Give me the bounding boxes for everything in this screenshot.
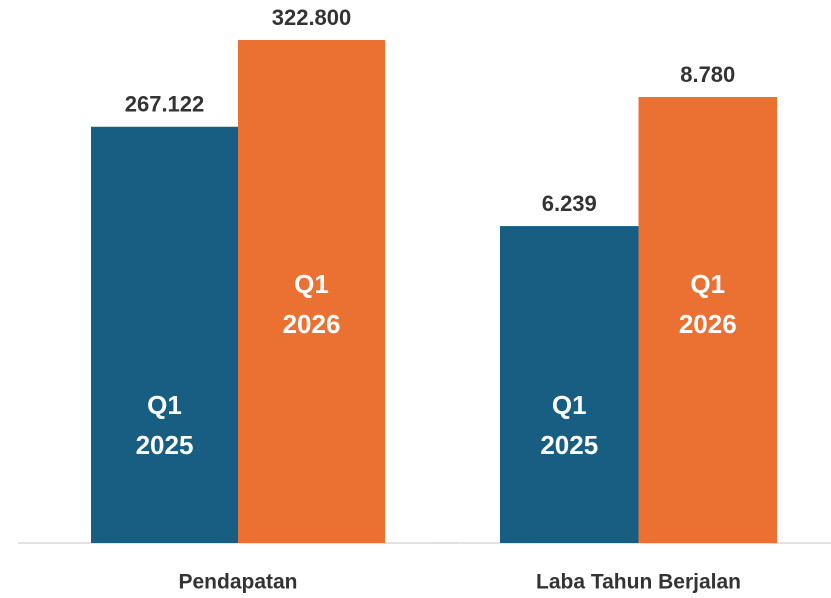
- bar: [500, 226, 639, 543]
- value-label: 267.122: [125, 92, 205, 117]
- value-label: 322.800: [272, 5, 352, 30]
- series-label: Q1 2026: [679, 269, 737, 339]
- series-label: Q1 2025: [540, 390, 598, 460]
- value-label: 6.239: [542, 191, 597, 216]
- category-label: Laba Tahun Berjalan: [536, 571, 741, 594]
- series-label: Q1 2025: [136, 390, 194, 460]
- category-label: Pendapatan: [178, 571, 297, 594]
- bar: [238, 40, 385, 543]
- bar: [91, 126, 238, 544]
- series-label: Q1 2026: [283, 269, 341, 339]
- value-label: 8.780: [680, 62, 735, 87]
- bar: [638, 97, 777, 543]
